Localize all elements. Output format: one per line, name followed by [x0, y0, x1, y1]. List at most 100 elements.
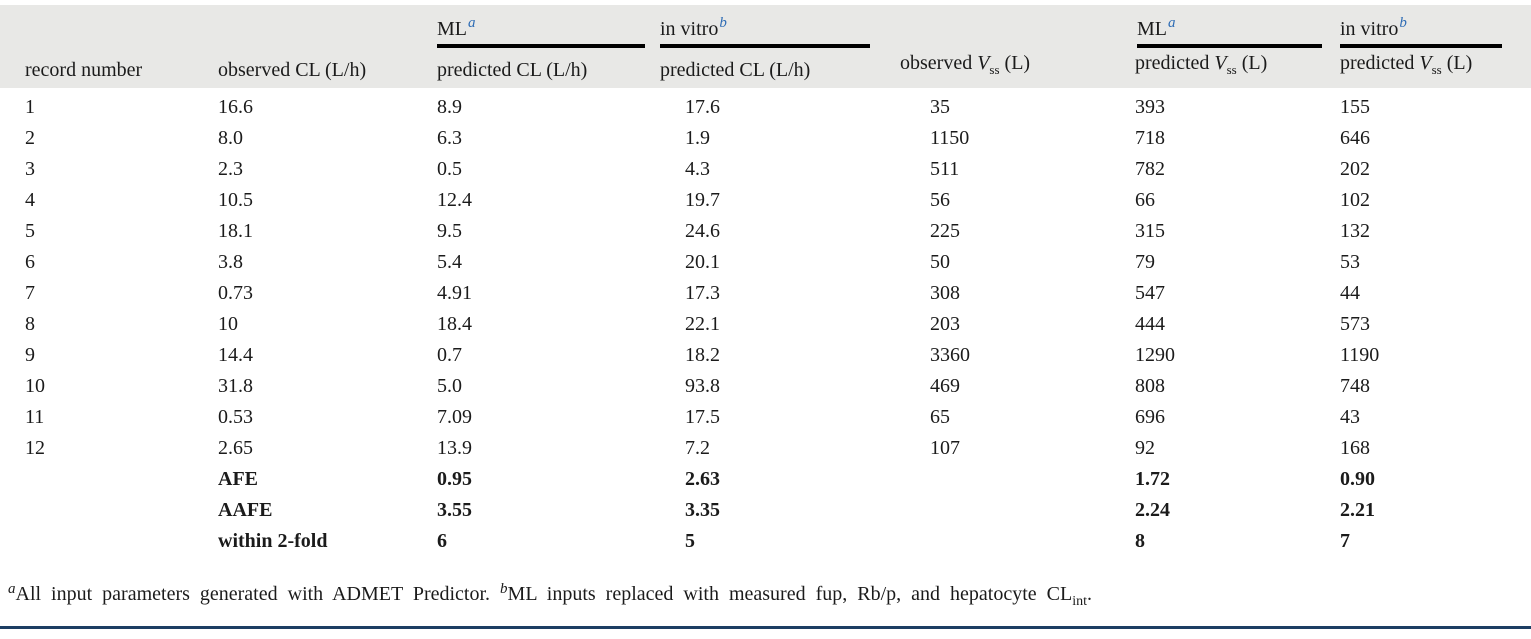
table-cell: 56	[930, 189, 950, 211]
column-header-record-number: record number	[25, 59, 143, 81]
table-cell: 718	[1135, 127, 1165, 149]
table-cell: 9	[25, 344, 35, 366]
table-cell: 444	[1135, 313, 1165, 335]
table-cell: 4	[25, 189, 35, 211]
footnote-marker-a: a	[1168, 15, 1176, 31]
spanner-invitro-cl: in vitrob	[660, 15, 900, 48]
table-header: MLa in vitrob MLa in vitrob record numbe…	[0, 5, 1531, 88]
table-cell: 0.90	[1340, 468, 1375, 490]
column-header-row: record number observed CL (L/h) predicte…	[25, 48, 1531, 88]
table-cell: 14.4	[218, 344, 253, 366]
table-cell: 17.3	[685, 282, 720, 304]
table-cell	[25, 464, 218, 495]
table-cell: 19.7	[685, 189, 720, 211]
table-cell: 1290	[1135, 344, 1175, 366]
table-cell: 748	[1340, 375, 1370, 397]
table-cell: 4.3	[685, 158, 710, 180]
vss-variable: V	[977, 52, 990, 74]
table-cell: 31.8	[218, 375, 253, 397]
table-cell: AAFE	[218, 499, 273, 521]
table-body: 1 16.6 8.9 17.6 35 393 155 2 8.0 6.3 1.9 1150 718 646…	[0, 88, 1531, 557]
table-cell: 12.4	[437, 189, 472, 211]
spanner-label: in vitro	[660, 18, 719, 40]
table-cell	[25, 526, 218, 557]
table-cell: 393	[1135, 96, 1165, 118]
table-cell: 53	[1340, 251, 1360, 273]
table-cell: 17.6	[685, 96, 720, 118]
column-header-predicted-vss-invitro: predicted Vss (L)	[1335, 52, 1531, 88]
table-row: 1 16.6 8.9 17.6 35 393 155	[25, 92, 1531, 123]
table-cell: 0.7	[437, 344, 462, 366]
table-cell: 7	[1340, 530, 1350, 552]
vss-subscript: ss	[989, 62, 1000, 77]
table-cell	[25, 495, 218, 526]
table-cell: 5	[685, 530, 695, 552]
table-cell: 155	[1340, 96, 1370, 118]
footnote-marker-b: b	[500, 581, 508, 597]
table-cell: 11	[25, 406, 45, 428]
table-cell: 43	[1340, 406, 1360, 428]
column-header-predicted-cl-invitro: predicted CL (L/h)	[660, 59, 811, 81]
table-row: 11 0.53 7.09 17.5 65 696 43	[25, 402, 1531, 433]
footnote-marker-b: b	[719, 15, 727, 31]
table-cell: 2	[25, 127, 35, 149]
table-cell: 0.5	[437, 158, 462, 180]
table-cell: 7	[25, 282, 35, 304]
column-header-observed-cl: observed CL (L/h)	[218, 59, 367, 81]
table-cell: 10.5	[218, 189, 253, 211]
spanner-header-row: MLa in vitrob MLa in vitrob	[25, 5, 1531, 48]
column-header-predicted-cl-ml: predicted CL (L/h)	[437, 59, 588, 81]
table-cell: 696	[1135, 406, 1165, 428]
table-cell: 92	[1135, 437, 1155, 459]
table-cell: 0.73	[218, 282, 253, 304]
vss-variable: V	[1214, 52, 1227, 74]
footnote-marker-a: a	[468, 15, 476, 31]
table-cell: 8	[1135, 530, 1145, 552]
table-cell: 2.63	[685, 468, 720, 490]
table-row: 3 2.3 0.5 4.3 511 782 202	[25, 154, 1531, 185]
table-cell: 8.0	[218, 127, 243, 149]
table-row: 10 31.8 5.0 93.8 469 808 748	[25, 371, 1531, 402]
table-cell: 3.8	[218, 251, 243, 273]
table-cell: 1190	[1340, 344, 1380, 366]
table-cell: 18.1	[218, 220, 253, 242]
table-cell: 65	[930, 406, 950, 428]
header-text: predicted	[1340, 52, 1420, 74]
table-cell: 5	[25, 220, 35, 242]
bottom-rule-divider	[0, 626, 1531, 629]
table-cell: 5.4	[437, 251, 462, 273]
spanner-ml-cl-label: MLa	[437, 15, 645, 48]
table-cell: 7.2	[685, 437, 710, 459]
table-row: 8 10 18.4 22.1 203 444 573	[25, 309, 1531, 340]
table-row: 4 10.5 12.4 19.7 56 66 102	[25, 185, 1531, 216]
footnote-marker-b: b	[1399, 15, 1407, 31]
table-cell: 315	[1135, 220, 1165, 242]
table-cell: 66	[1135, 189, 1155, 211]
table-cell: 18.4	[437, 313, 472, 335]
header-text: predicted	[1135, 52, 1215, 74]
table-cell: 18.2	[685, 344, 720, 366]
table-cell: 35	[930, 96, 950, 118]
table-cell: 44	[1340, 282, 1360, 304]
header-unit: (L)	[999, 52, 1031, 74]
table-row: 7 0.73 4.91 17.3 308 547 44	[25, 278, 1531, 309]
table-row: 5 18.1 9.5 24.6 225 315 132	[25, 216, 1531, 247]
table-cell: 3	[25, 158, 35, 180]
spanner-label: ML	[1137, 18, 1167, 40]
table-row: within 2-fold 6 5 8 7	[25, 526, 1531, 557]
vss-variable: V	[1419, 52, 1432, 74]
table-cell: 646	[1340, 127, 1370, 149]
table-cell: 203	[930, 313, 960, 335]
table-cell: 79	[1135, 251, 1155, 273]
table-row: AAFE 3.55 3.35 2.24 2.21	[25, 495, 1531, 526]
table-cell: 1.72	[1135, 468, 1170, 490]
spanner-invitro-vss: in vitrob	[1335, 15, 1531, 48]
table-cell: 24.6	[685, 220, 720, 242]
table-row: 2 8.0 6.3 1.9 1150 718 646	[25, 123, 1531, 154]
table-cell: 13.9	[437, 437, 472, 459]
table-cell: 2.3	[218, 158, 243, 180]
clint-subscript: int	[1072, 594, 1087, 609]
table-cell: 547	[1135, 282, 1165, 304]
column-header-observed-vss: observed Vss (L)	[900, 52, 1125, 88]
